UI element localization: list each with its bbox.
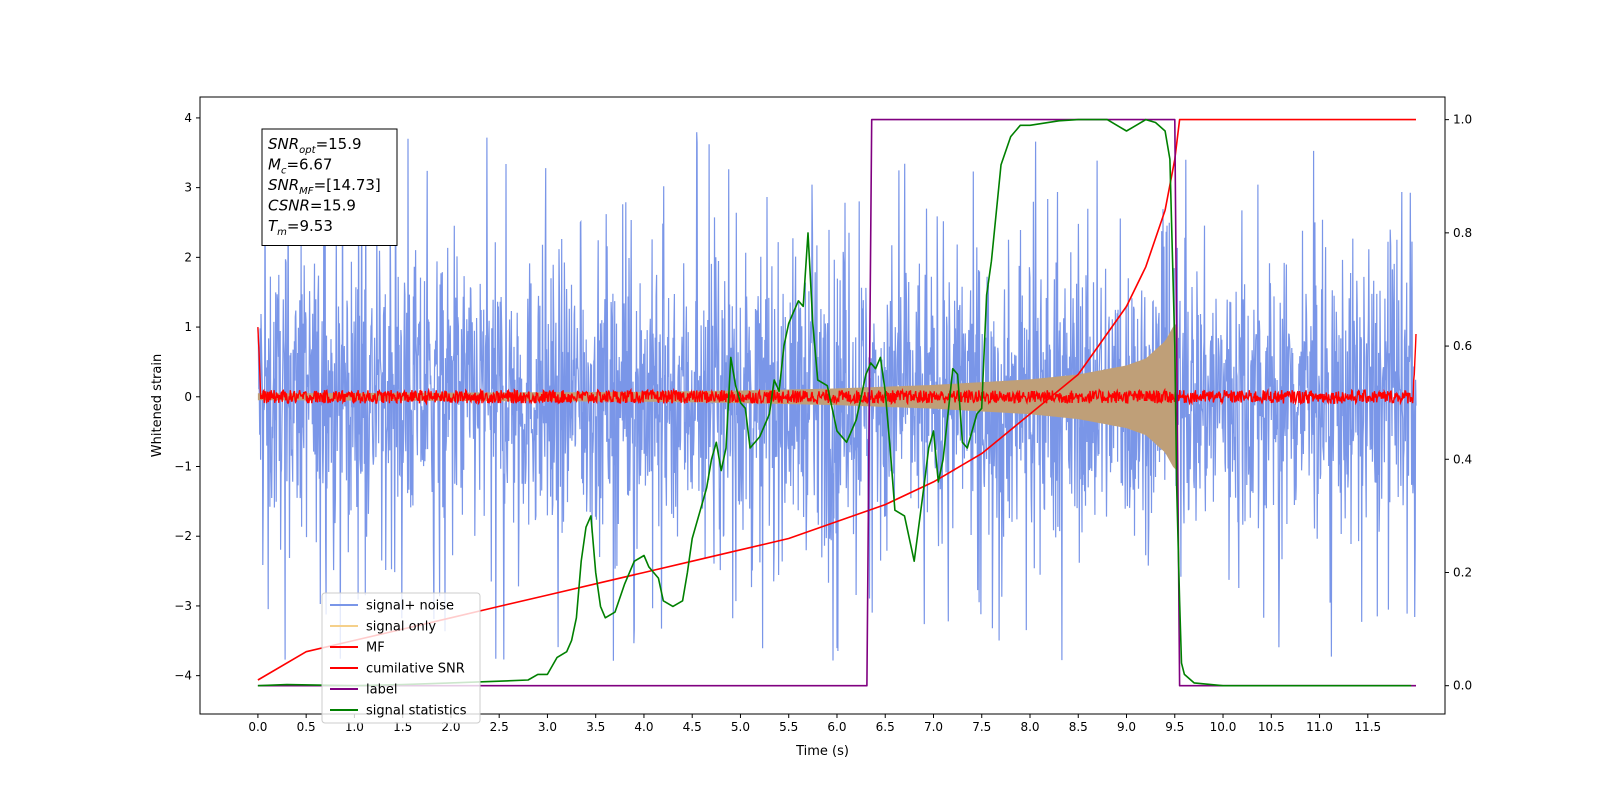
annotation-subscript: m bbox=[277, 227, 287, 238]
y2-tick-label: 0.2 bbox=[1453, 565, 1472, 579]
x-tick-label: 10.0 bbox=[1210, 720, 1237, 734]
axes-frame bbox=[199, 96, 1446, 715]
legend-item: cumilative SNR bbox=[330, 662, 465, 677]
x-tick-label: 8.5 bbox=[1069, 720, 1088, 734]
legend-item: signal statistics bbox=[330, 704, 467, 719]
annotation-subscript: c bbox=[281, 166, 287, 177]
x-tick-label: 6.5 bbox=[876, 720, 895, 734]
x-tick-label: 11.0 bbox=[1306, 720, 1333, 734]
y-tick-label: 0 bbox=[184, 390, 192, 404]
annotation-symbol: M bbox=[268, 156, 281, 174]
x-tick-label: 6.0 bbox=[827, 720, 846, 734]
y-tick-label: −1 bbox=[174, 460, 192, 474]
y2-tick-label: 0.8 bbox=[1453, 226, 1472, 240]
x-tick-label: 5.0 bbox=[731, 720, 750, 734]
annotation-line: SNRMF=[14.73] bbox=[268, 176, 381, 197]
x-tick-label: 7.5 bbox=[972, 720, 991, 734]
annotation-box: SNRopt=15.9Mc=6.67SNRMF=[14.73]CSNR=15.9… bbox=[261, 128, 398, 246]
x-tick-label: 9.0 bbox=[1117, 720, 1136, 734]
y-tick-label: 2 bbox=[184, 250, 192, 264]
annotation-value: =15.9 bbox=[310, 197, 356, 215]
annotation-subscript: opt bbox=[299, 145, 316, 156]
legend-item: signal only bbox=[330, 620, 436, 635]
x-tick-label: 8.0 bbox=[1020, 720, 1039, 734]
y-tick-label: 1 bbox=[184, 320, 192, 334]
x-tick-label: 4.0 bbox=[634, 720, 653, 734]
annotation-line: CSNR=15.9 bbox=[268, 197, 356, 215]
legend: signal+ noise signal only MF cumilative SNR… bbox=[321, 592, 481, 724]
x-tick-label: 2.5 bbox=[490, 720, 509, 734]
annotation-subscript: MF bbox=[299, 186, 314, 197]
legend-label: MF bbox=[366, 641, 385, 656]
y-tick-label: −2 bbox=[174, 529, 192, 543]
x-tick-label: 0.5 bbox=[297, 720, 316, 734]
y-axis-title: Whitened strain bbox=[150, 354, 165, 457]
y-tick-label: 4 bbox=[184, 111, 192, 125]
series-mf bbox=[257, 327, 1417, 406]
annotation-value: =9.53 bbox=[287, 217, 333, 235]
legend-label: signal statistics bbox=[366, 704, 467, 719]
annotation-symbol: SNR bbox=[268, 135, 299, 153]
annotation-frame bbox=[261, 128, 398, 246]
x-tick-label: 4.5 bbox=[683, 720, 702, 734]
y2-axis-ticks: 1.0 0.8 0.6 0.4 0.2 0.0 bbox=[1445, 113, 1472, 693]
legend-label: signal+ noise bbox=[366, 599, 454, 614]
annotation-symbol: SNR bbox=[268, 176, 299, 194]
y-axis-ticks: 4 3 2 1 0 −1 −2 −3 −4 bbox=[174, 111, 200, 683]
x-tick-label: 11.5 bbox=[1354, 720, 1381, 734]
x-tick-label: 5.5 bbox=[779, 720, 798, 734]
x-tick-label: 7.0 bbox=[924, 720, 943, 734]
y2-tick-label: 0.6 bbox=[1453, 339, 1472, 353]
legend-item: MF bbox=[330, 641, 385, 656]
y2-tick-label: 0.4 bbox=[1453, 452, 1472, 466]
x-tick-label: 3.5 bbox=[586, 720, 605, 734]
y-tick-label: −3 bbox=[174, 599, 192, 613]
annotation-value: =6.67 bbox=[286, 156, 332, 174]
annotation-lines: SNRopt=15.9Mc=6.67SNRMF=[14.73]CSNR=15.9… bbox=[268, 135, 381, 238]
legend-label: cumilative SNR bbox=[366, 662, 465, 677]
series-layer bbox=[257, 118, 1417, 687]
x-axis-title: Time (s) bbox=[795, 744, 849, 759]
legend-item: label bbox=[330, 683, 397, 698]
x-tick-label: 0.0 bbox=[248, 720, 267, 734]
legend-label: signal only bbox=[366, 620, 436, 635]
annotation-value: =[14.73] bbox=[314, 176, 381, 194]
y2-tick-label: 0.0 bbox=[1453, 679, 1472, 693]
legend-frame bbox=[321, 592, 481, 724]
series-signal-statistics bbox=[257, 118, 1412, 687]
x-tick-label: 3.0 bbox=[538, 720, 557, 734]
y-tick-label: −4 bbox=[174, 669, 192, 683]
y2-tick-label: 1.0 bbox=[1453, 113, 1472, 127]
x-tick-label: 10.5 bbox=[1258, 720, 1285, 734]
annotation-line: Mc=6.67 bbox=[268, 156, 332, 177]
plot-area bbox=[199, 96, 1446, 715]
legend-label: label bbox=[366, 683, 397, 698]
annotation-symbol: CSNR bbox=[268, 197, 310, 215]
x-tick-label: 9.5 bbox=[1165, 720, 1184, 734]
y-tick-label: 3 bbox=[184, 181, 192, 195]
annotation-line: SNRopt=15.9 bbox=[268, 135, 362, 156]
annotation-line: Tm=9.53 bbox=[268, 217, 333, 238]
annotation-value: =15.9 bbox=[316, 135, 362, 153]
legend-item: signal+ noise bbox=[330, 599, 454, 614]
legend-items: signal+ noise signal only MF cumilative SNR… bbox=[330, 599, 467, 719]
annotation-symbol: T bbox=[268, 217, 279, 235]
